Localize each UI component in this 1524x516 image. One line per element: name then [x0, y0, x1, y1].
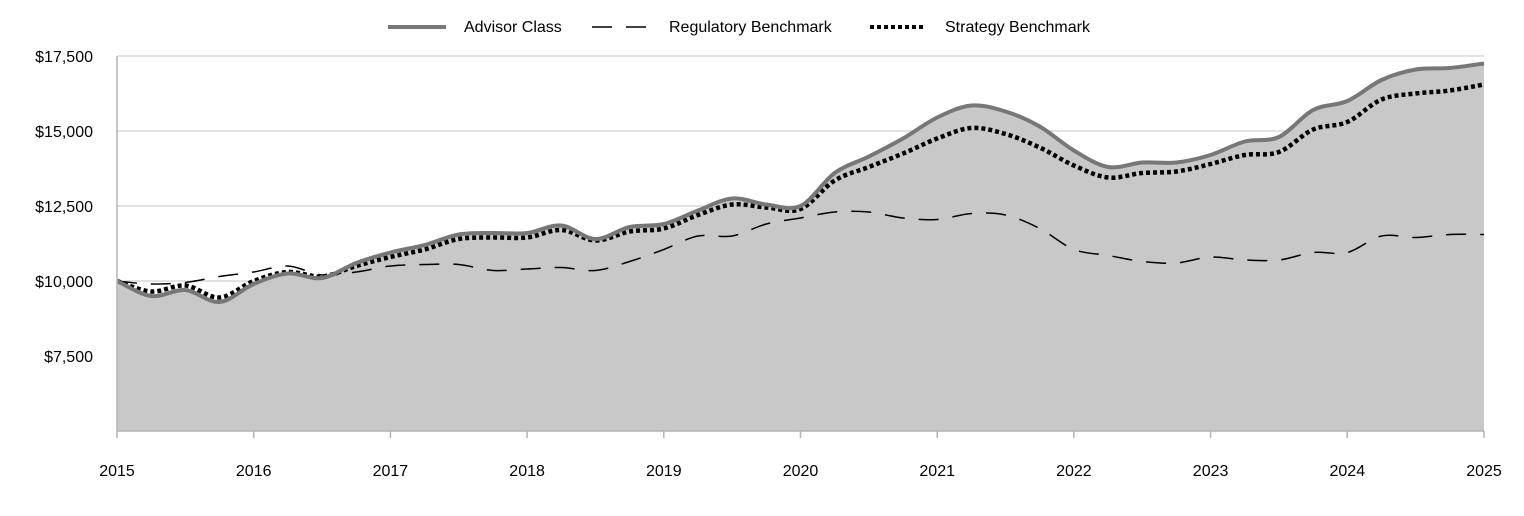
x-tick-label: 2015	[99, 463, 135, 480]
x-tick-label: 2022	[1056, 463, 1092, 480]
x-tick-label: 2025	[1466, 463, 1502, 480]
legend-label-regulatory-benchmark: Regulatory Benchmark	[669, 19, 833, 36]
y-tick-label: $7,500	[44, 349, 93, 366]
legend: Advisor Class Regulatory Benchmark Strat…	[388, 19, 1091, 36]
x-tick-label: 2016	[236, 463, 272, 480]
y-axis-labels: $7,500 $10,000 $12,500 $15,000 $17,500	[35, 49, 93, 366]
x-tick-label: 2019	[646, 463, 682, 480]
series-layer	[116, 61, 1485, 431]
x-tick-label: 2024	[1330, 463, 1366, 480]
legend-label-strategy-benchmark: Strategy Benchmark	[945, 19, 1091, 36]
series-line-advisor-class	[116, 61, 1485, 305]
y-tick-label: $17,500	[35, 49, 93, 66]
legend-label-advisor-class: Advisor Class	[464, 19, 562, 36]
axes	[116, 56, 1485, 438]
x-tick-label: 2017	[373, 463, 409, 480]
x-tick-label: 2020	[783, 463, 819, 480]
y-tick-label: $15,000	[35, 124, 93, 141]
y-tick-label: $12,500	[35, 199, 93, 216]
x-tick-label: 2023	[1193, 463, 1229, 480]
x-tick-label: 2018	[509, 463, 545, 480]
series-line-regulatory-benchmark	[116, 210, 1485, 285]
area-advisor-class	[117, 63, 1484, 431]
x-tick-label: 2021	[919, 463, 955, 480]
y-tick-label: $10,000	[35, 274, 93, 291]
x-axis-labels: 2015 2016 2017 2018 2019 2020 2021 2022 2023 2024…	[99, 463, 1502, 480]
